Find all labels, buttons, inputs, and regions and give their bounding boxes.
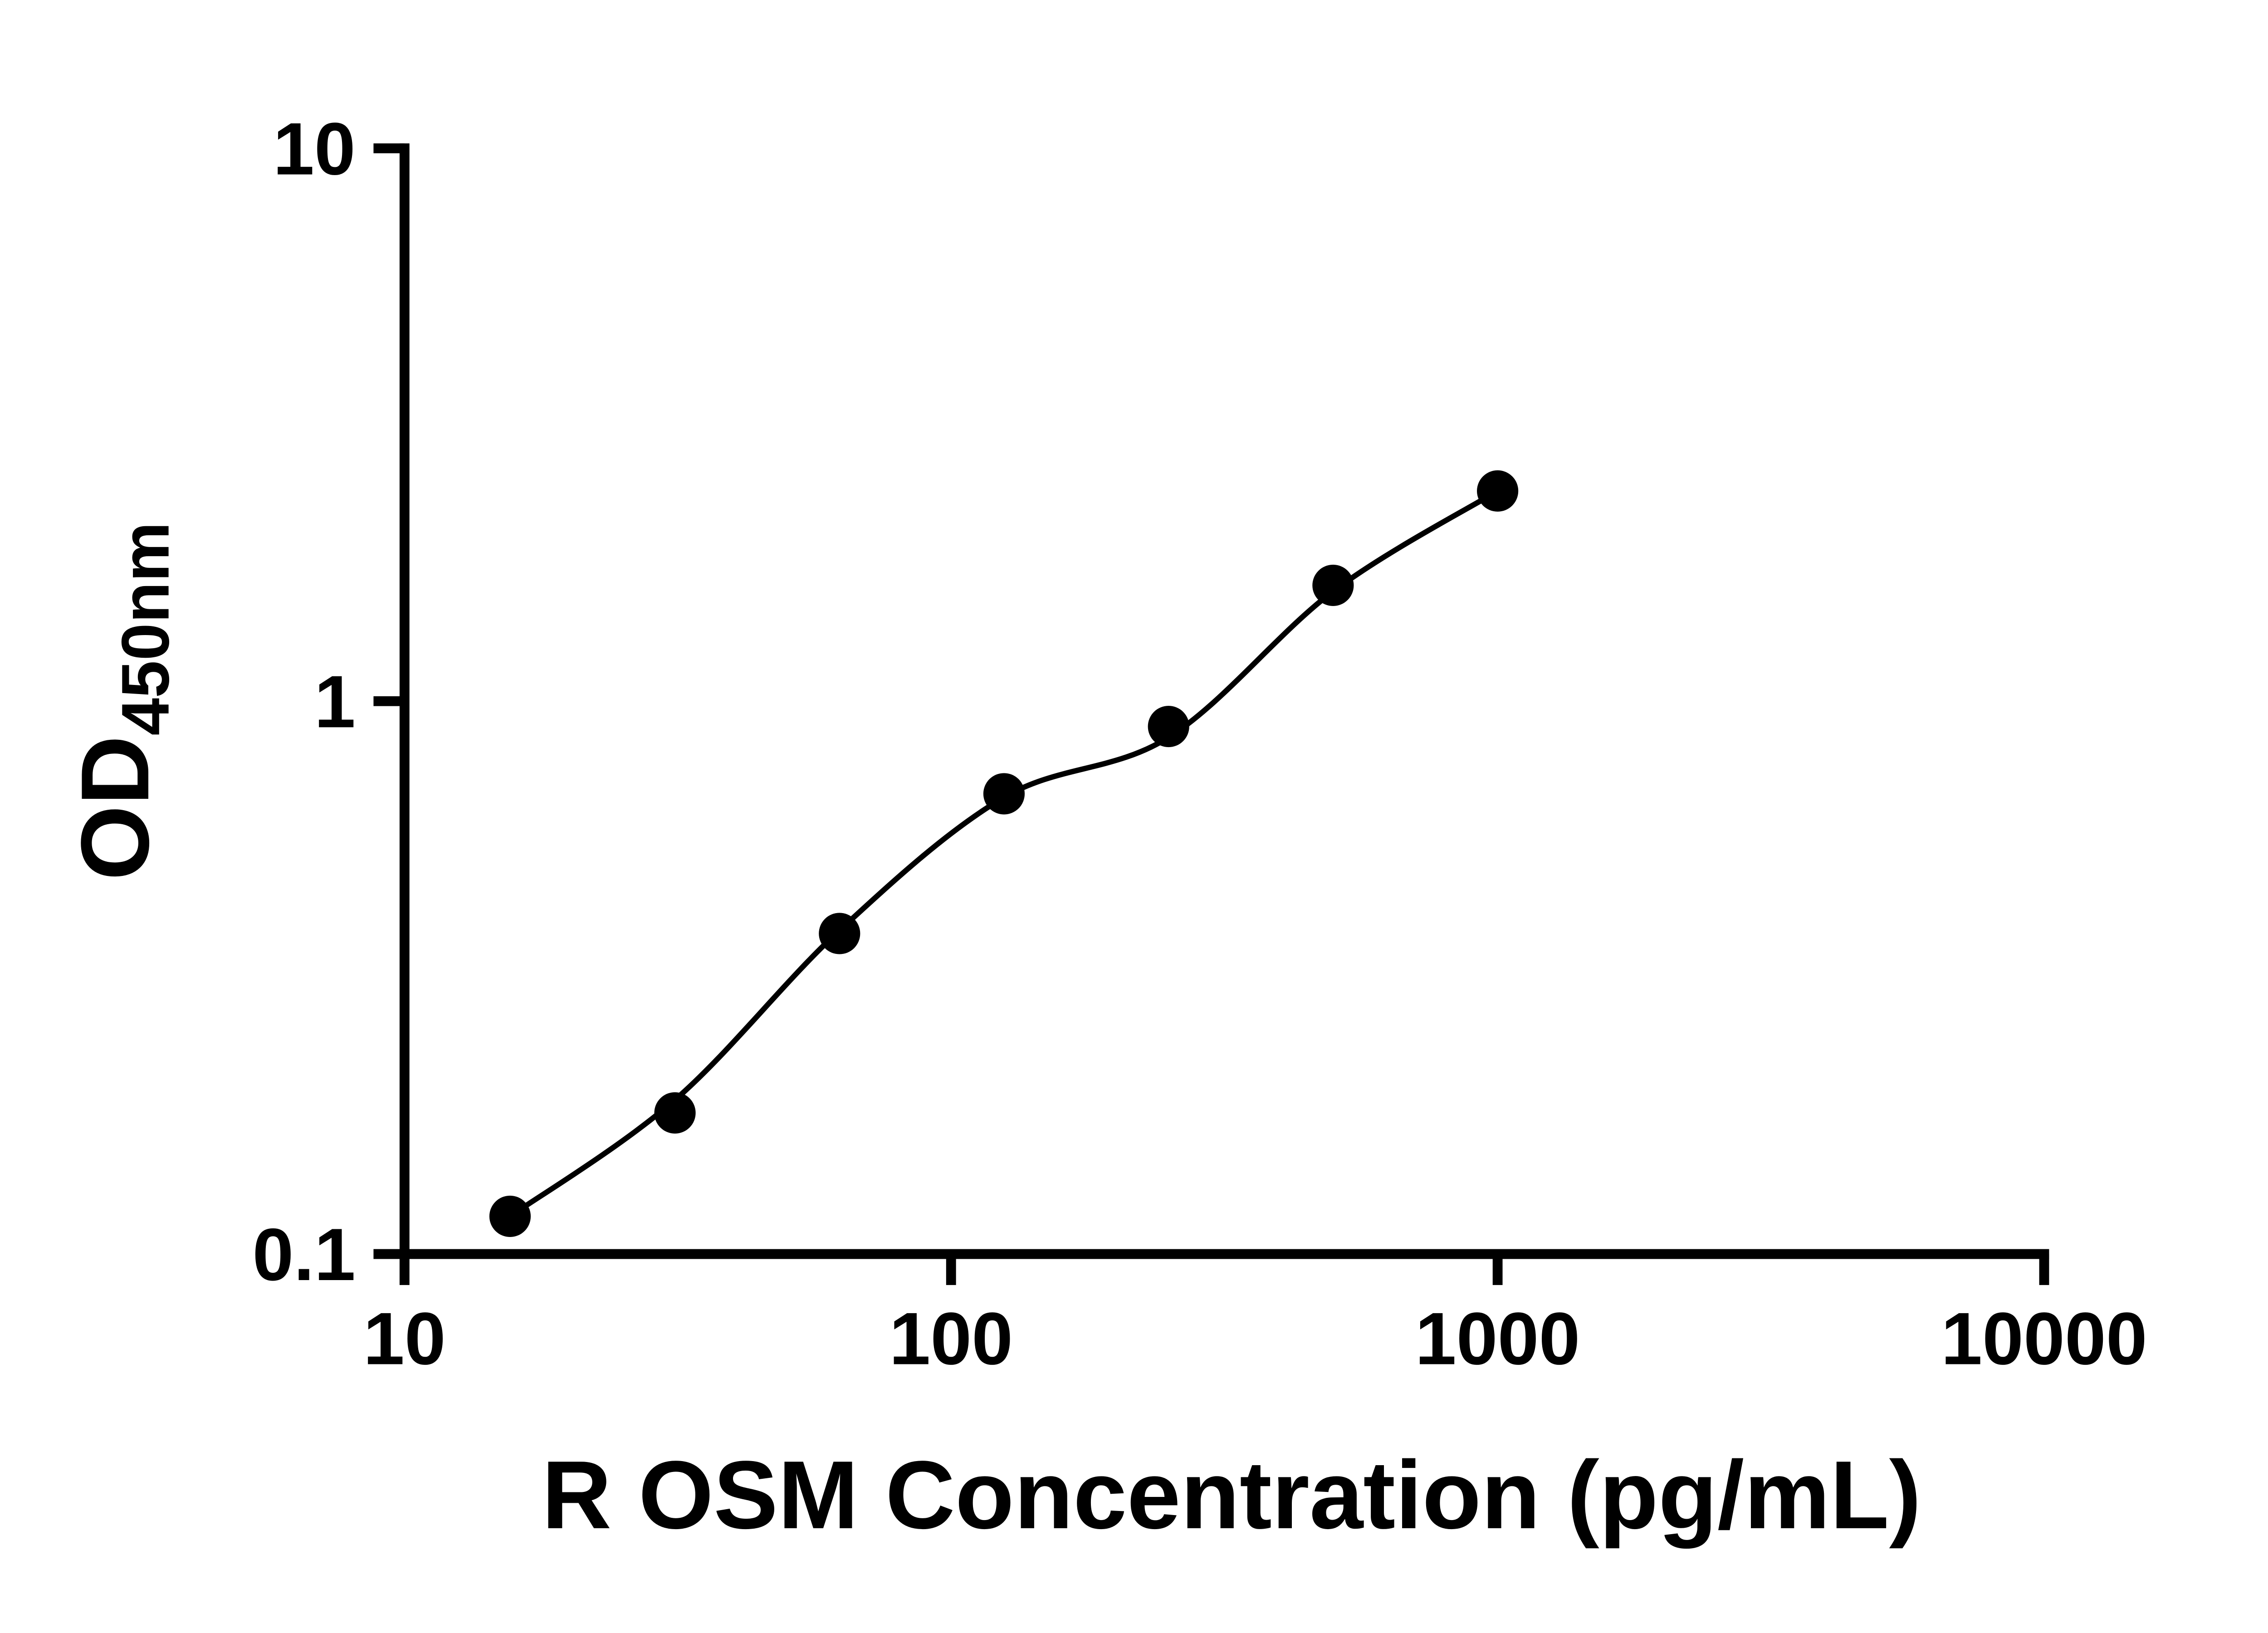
y-tick-label: 1	[314, 660, 356, 743]
x-axis-title: R OSM Concentration (pg/mL)	[542, 1441, 1921, 1549]
data-point	[1477, 470, 1519, 512]
y-axis-title-main: OD	[61, 735, 169, 880]
data-point	[489, 1195, 531, 1237]
data-point	[1312, 564, 1354, 606]
y-tick-label: 0.1	[253, 1213, 356, 1296]
data-point	[819, 913, 860, 954]
x-tick-label: 10	[363, 1297, 446, 1380]
x-tick-label: 100	[889, 1297, 1013, 1380]
y-axis-title: OD450nm	[61, 522, 183, 880]
data-point	[983, 773, 1025, 815]
data-point	[1148, 705, 1189, 748]
axes-layer: 10 100 1000 10000 0.1 1 10	[253, 107, 2147, 1380]
x-tick-label: 10000	[1941, 1297, 2147, 1380]
y-axis-title-subscript: 450nm	[108, 522, 183, 736]
data-point	[654, 1092, 696, 1134]
x-tick-label: 1000	[1415, 1297, 1580, 1380]
series-layer	[489, 470, 1519, 1237]
y-tick-label: 10	[273, 107, 356, 190]
